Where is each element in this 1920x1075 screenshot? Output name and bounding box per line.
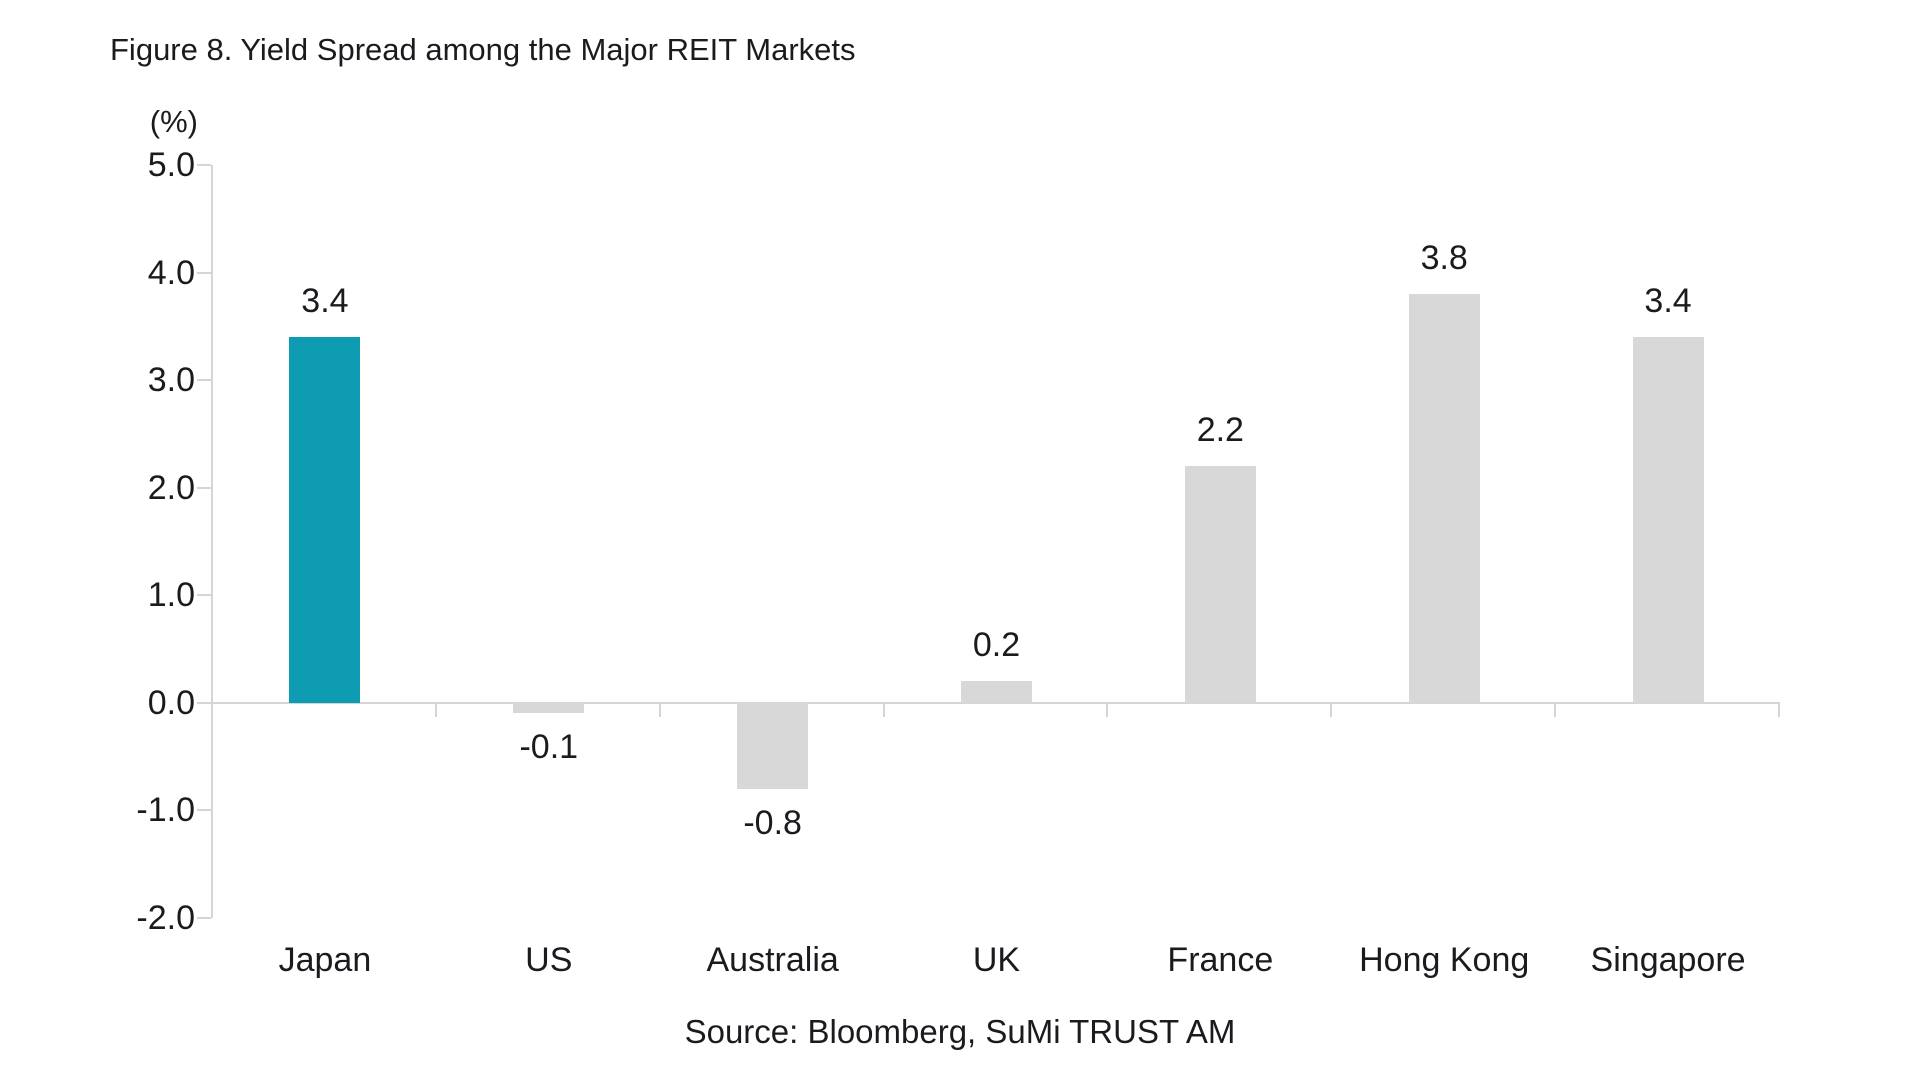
bar-us bbox=[513, 702, 585, 714]
y-tick-label: 1.0 bbox=[147, 576, 195, 614]
y-axis-tick bbox=[197, 701, 211, 704]
x-axis-tick bbox=[1330, 702, 1333, 717]
x-axis-tick bbox=[1778, 702, 1780, 717]
y-axis-tick bbox=[197, 594, 211, 596]
bar-value-label-singapore: 3.4 bbox=[1644, 282, 1692, 320]
y-tick-label: 2.0 bbox=[147, 468, 195, 507]
category-label-uk: UK bbox=[972, 941, 1021, 979]
category-label-us: US bbox=[525, 941, 573, 979]
category-label-singapore: Singapore bbox=[1590, 941, 1746, 979]
y-axis-tick bbox=[197, 164, 211, 166]
category-label-france: France bbox=[1167, 941, 1274, 979]
x-axis-tick bbox=[434, 702, 437, 717]
bar-hong-kong bbox=[1408, 294, 1480, 703]
bar-value-label-us: -0.1 bbox=[519, 728, 579, 767]
x-axis-tick bbox=[882, 702, 885, 717]
bar-japan bbox=[289, 337, 361, 703]
bar-value-label-hong-kong: 3.8 bbox=[1420, 239, 1468, 277]
bar-value-label-france: 2.2 bbox=[1196, 411, 1244, 449]
y-axis-tick bbox=[197, 271, 211, 274]
y-axis-tick bbox=[197, 379, 211, 381]
x-axis-tick bbox=[1106, 702, 1109, 717]
y-axis-line bbox=[211, 165, 213, 918]
y-tick-label: -2.0 bbox=[136, 898, 195, 937]
y-tick-label: 0.0 bbox=[147, 683, 195, 722]
y-tick-label: -1.0 bbox=[136, 791, 195, 829]
y-tick-label: 4.0 bbox=[147, 253, 195, 292]
x-axis-tick bbox=[658, 702, 661, 717]
source-note: Source: Bloomberg, SuMi TRUST AM bbox=[684, 1013, 1236, 1050]
bar-singapore bbox=[1632, 337, 1704, 703]
bar-value-label-australia: -0.8 bbox=[743, 803, 802, 842]
zero-line bbox=[213, 701, 1780, 704]
y-tick-label: 3.0 bbox=[147, 361, 195, 399]
y-tick-label: 5.0 bbox=[147, 146, 195, 184]
x-axis-tick bbox=[1554, 702, 1557, 717]
y-axis-tick bbox=[197, 809, 211, 811]
category-label-japan: Japan bbox=[278, 941, 372, 979]
y-axis-unit-label: (%) bbox=[149, 104, 198, 139]
bar-australia bbox=[737, 702, 809, 789]
y-axis-tick bbox=[197, 916, 211, 919]
category-label-hong-kong: Hong Kong bbox=[1359, 941, 1530, 979]
y-axis-tick bbox=[197, 486, 211, 489]
figure-title: Figure 8. Yield Spread among the Major R… bbox=[110, 32, 856, 67]
bar-france bbox=[1184, 466, 1256, 703]
bar-value-label-uk: 0.2 bbox=[972, 626, 1021, 664]
bar-value-label-japan: 3.4 bbox=[301, 282, 349, 320]
bar-uk bbox=[961, 681, 1032, 703]
category-label-australia: Australia bbox=[706, 941, 839, 979]
